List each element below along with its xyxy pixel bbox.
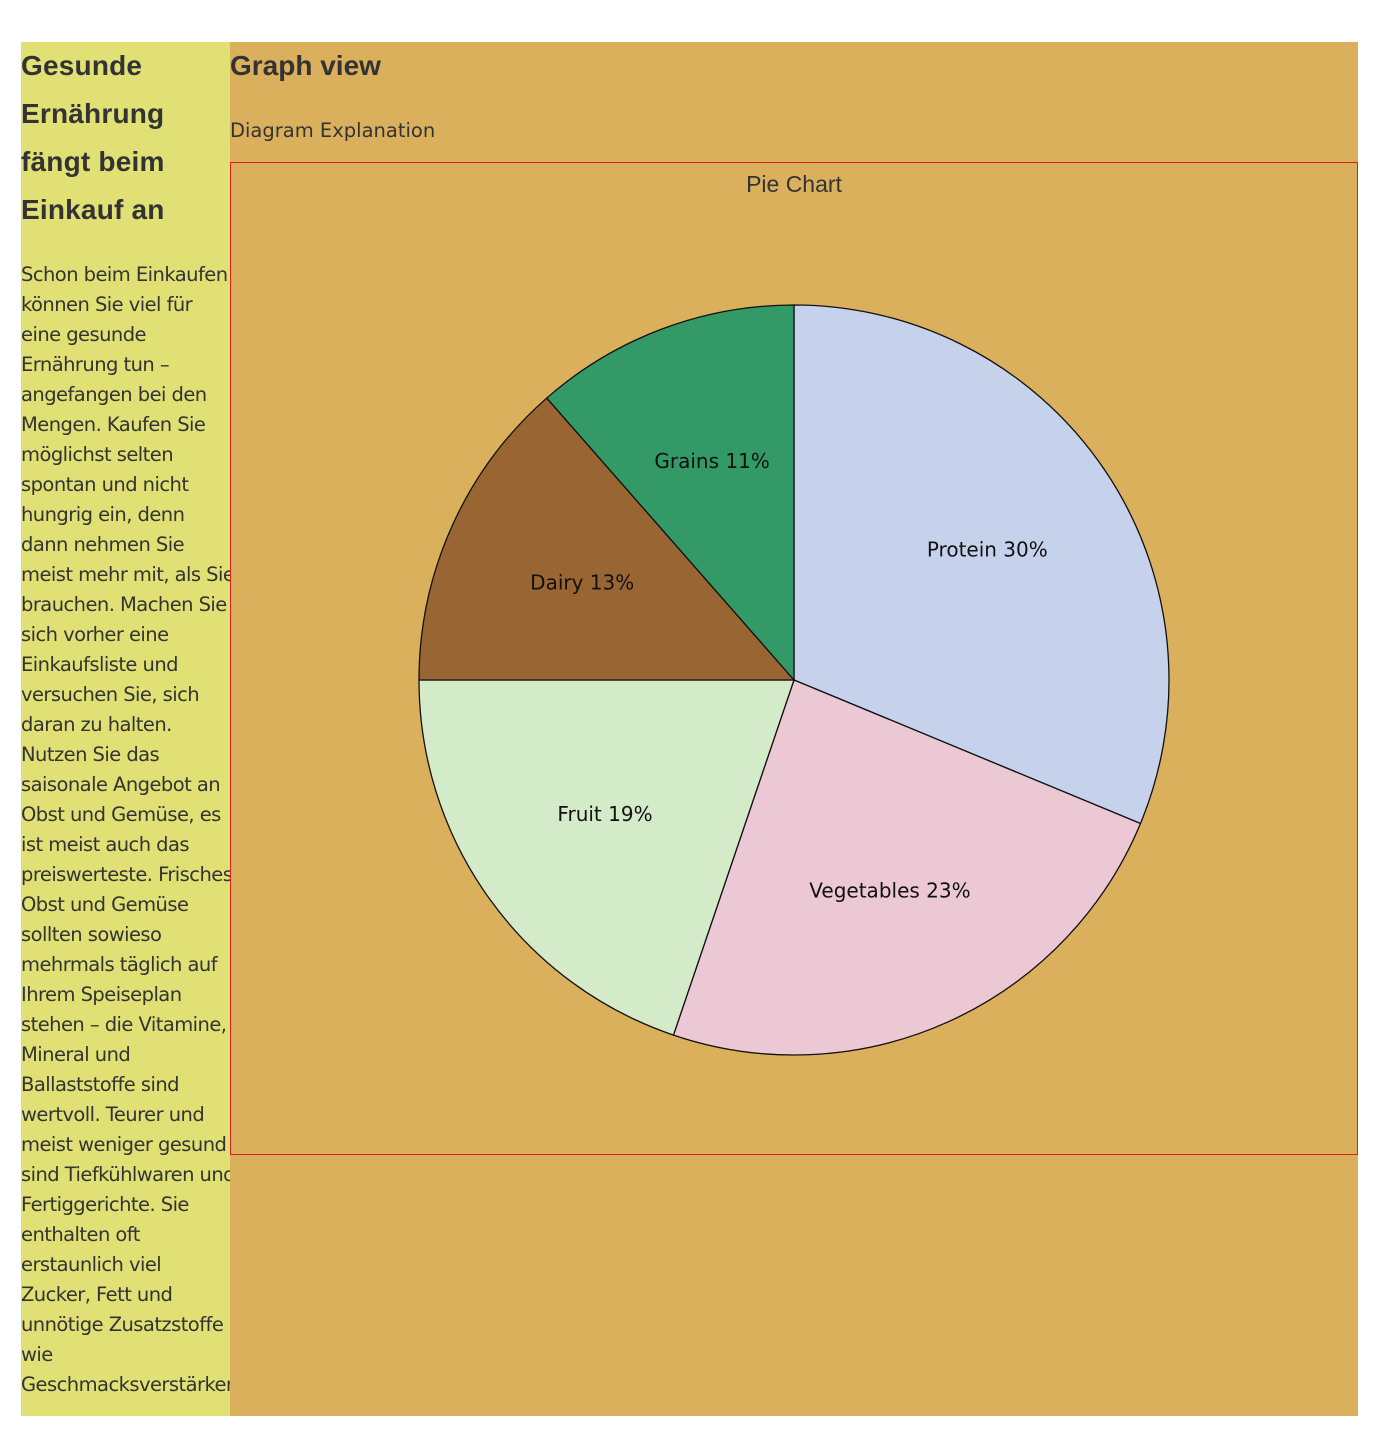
page-title: Graph view <box>230 50 381 81</box>
sidebar-heading: Gesunde Ernährung fängt beim Einkauf an <box>21 50 165 225</box>
pie-slice-dairy <box>418 397 796 681</box>
pie-slices <box>418 304 1170 1056</box>
diagram-explanation: Diagram Explanation <box>230 119 436 142</box>
pie-chart: Pie Chart Protein 30% Vegetables 23% Fruit… <box>418 171 1170 1056</box>
chart-container: Pie Chart Protein 30% Vegetables 23% Fruit… <box>230 162 1358 1155</box>
sidebar-text: Schon beim Einkaufen können Sie viel für… <box>21 263 230 1396</box>
pie-slice-fruit <box>418 679 795 1036</box>
pie-slice-vegetables <box>672 679 1142 1056</box>
pie-labels: Protein 30% Vegetables 23% Fruit 19% Dairy … <box>530 449 1048 902</box>
pie-slice-grains <box>545 304 795 682</box>
pie-label-fruit: Fruit 19% <box>557 802 652 826</box>
pie-label-vegetables: Vegetables 23% <box>809 878 970 902</box>
pie-label-dairy: Dairy 13% <box>530 571 634 595</box>
main-content: Graph view Diagram Explanation Pie Chart… <box>230 42 1358 1416</box>
pie-label-protein: Protein 30% <box>927 537 1048 561</box>
chart-title: Pie Chart <box>746 171 842 197</box>
pie-label-grains: Grains 11% <box>654 449 769 473</box>
sidebar: Gesunde Ernährung fängt beim Einkauf an … <box>21 42 230 1416</box>
page-layout: Gesunde Ernährung fängt beim Einkauf an … <box>21 42 1358 1416</box>
pie-slice-protein <box>793 304 1170 825</box>
